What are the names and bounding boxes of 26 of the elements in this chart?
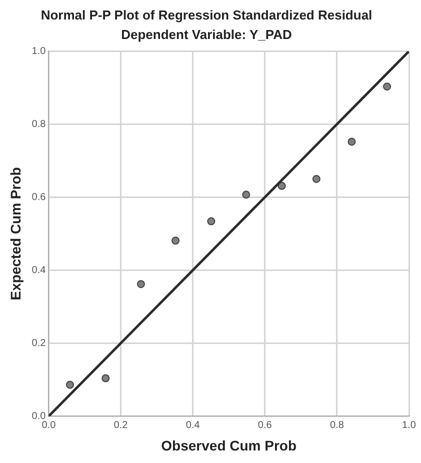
chart-subtitle: Dependent Variable: Y_PAD — [121, 26, 292, 42]
point — [172, 236, 180, 245]
y-tick-label: 0.0 — [32, 410, 46, 422]
chart-title: Normal P-P Plot of Regression Standardized Residual — [40, 7, 372, 22]
y-tick-label: 0.6 — [32, 192, 46, 203]
y-tick-label: 0.2 — [32, 338, 46, 349]
point — [312, 174, 320, 183]
x-tick-label: 0.4 — [186, 420, 200, 431]
x-tick-label: 0.0 — [42, 420, 56, 431]
y-tick-label: 0.8 — [32, 118, 46, 130]
x-tick-label: 0.6 — [258, 420, 272, 431]
point — [136, 280, 145, 288]
x-tick-label: 0.2 — [114, 420, 128, 431]
point — [66, 380, 74, 389]
y-axis-title: Expected Cum Prob — [7, 167, 24, 300]
point — [348, 138, 356, 146]
y-tick-label: 0.4 — [32, 264, 46, 276]
point — [207, 217, 216, 226]
point — [242, 190, 250, 199]
point — [278, 182, 286, 190]
x-axis-title: Observed Cum Prob — [161, 437, 297, 454]
point — [102, 374, 110, 382]
x-tick-label: 1.0 — [402, 420, 416, 431]
x-tick-label: 0.8 — [330, 420, 344, 431]
point — [383, 82, 392, 91]
y-tick-label: 1.0 — [32, 46, 46, 57]
